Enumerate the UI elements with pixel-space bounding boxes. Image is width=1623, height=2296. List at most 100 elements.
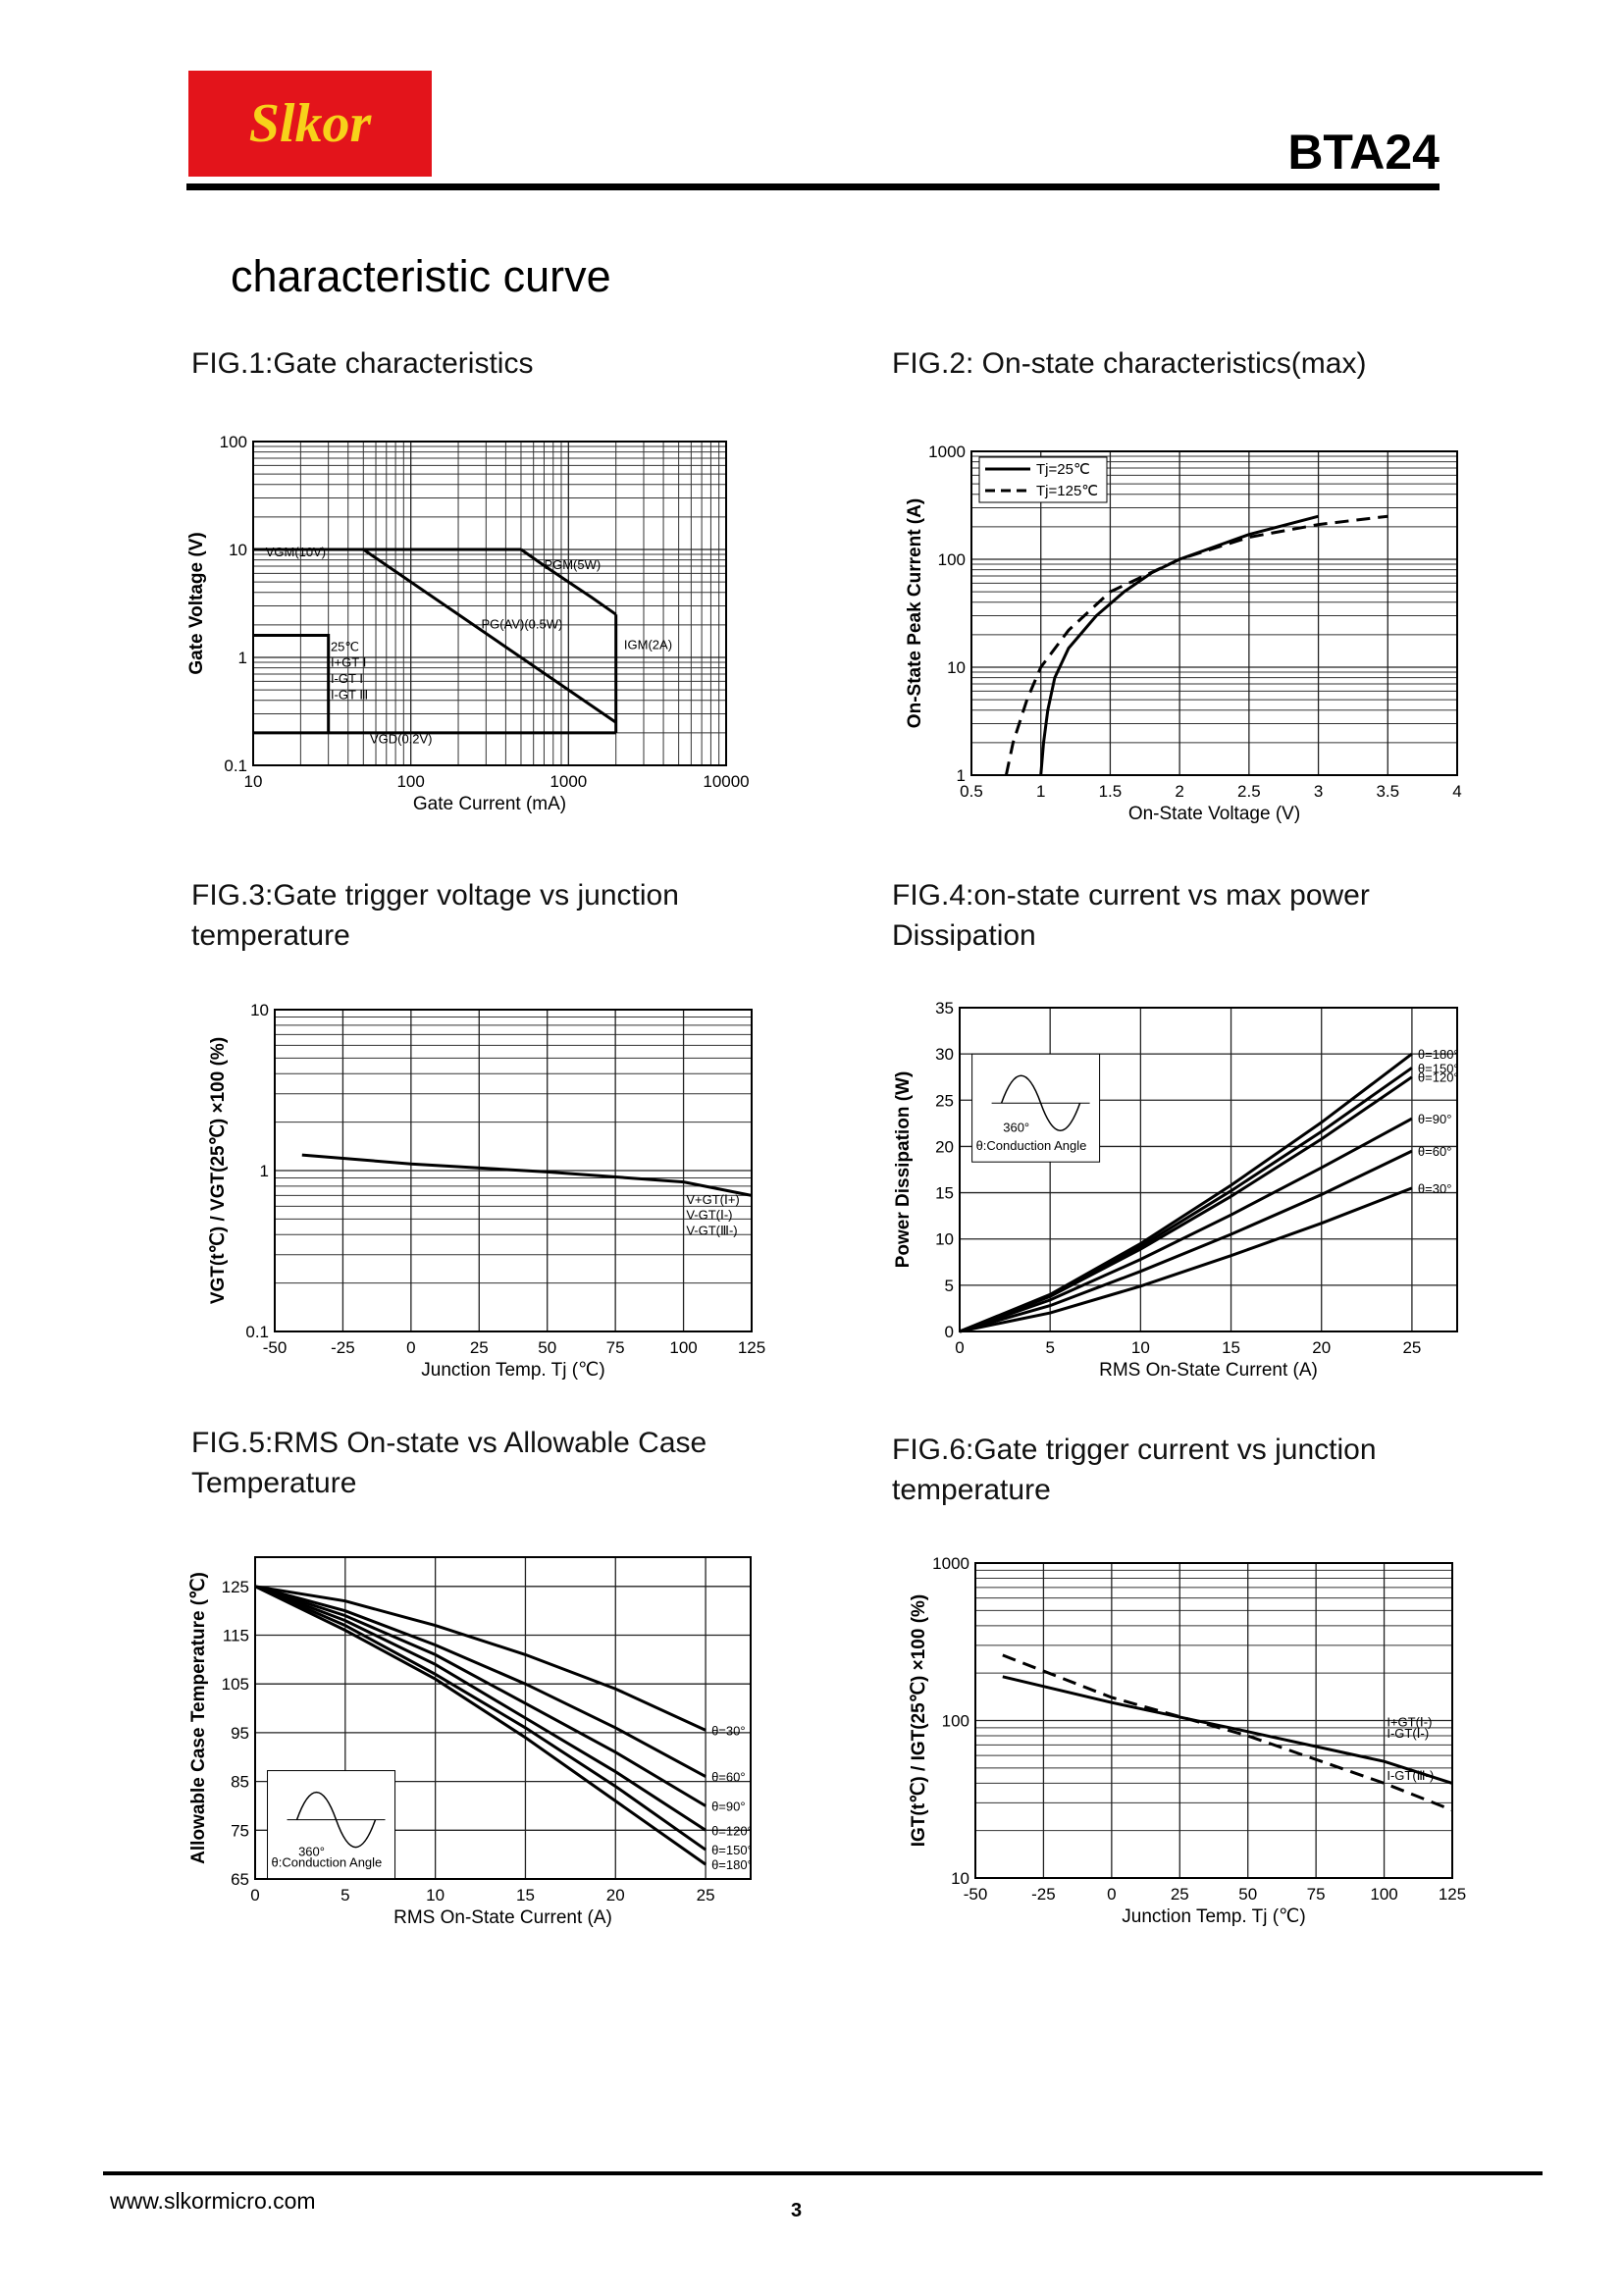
inset-wave	[295, 1791, 377, 1849]
x-tick-label: 5	[1045, 1338, 1054, 1357]
x-tick-label: -25	[1031, 1885, 1056, 1904]
curve	[254, 1585, 707, 1778]
curve-label: θ=30°	[1418, 1181, 1451, 1196]
logo-text: Slkor	[248, 93, 372, 154]
x-axis-label: On-State Voltage (V)	[1128, 804, 1300, 824]
x-tick-label: 100	[396, 772, 424, 791]
x-tick-label: -25	[331, 1338, 355, 1357]
y-tick-label: 10	[250, 1001, 269, 1019]
part-number: BTA24	[1287, 125, 1440, 180]
annotation: 360°	[298, 1845, 325, 1859]
curve-label: θ=90°	[711, 1799, 745, 1813]
y-tick-label: 0.1	[224, 757, 247, 775]
y-axis-label: IGT(t℃) / IGT(25℃) ×100 (%)	[909, 1594, 929, 1848]
x-tick-label: 25	[470, 1338, 489, 1357]
curve	[362, 548, 617, 724]
annotation: I+GT Ⅰ	[331, 654, 366, 669]
y-axis-label: VGT(t℃) / VGT(25℃) ×100 (%)	[208, 1037, 229, 1304]
x-tick-label: 25	[697, 1886, 715, 1905]
legend-label: Tj=125℃	[1036, 483, 1098, 499]
x-tick-label: 1000	[550, 772, 587, 791]
plot-frame	[254, 1556, 752, 1880]
annotation: θ:Conduction Angle	[976, 1138, 1087, 1153]
annotation: I-GT Ⅰ	[331, 671, 363, 686]
x-tick-label: 125	[1439, 1885, 1466, 1904]
chart: -50 -25 0 25 50 75 100 125 0.1 1 10 Junction Temp. …	[208, 1001, 765, 1381]
curve	[520, 548, 617, 616]
annotation: I-GT(Ⅲ-)	[1387, 1768, 1434, 1783]
x-tick-label: 125	[738, 1338, 765, 1357]
y-tick-label: 85	[231, 1773, 249, 1792]
x-axis-label: RMS On-State Current (A)	[1099, 1360, 1318, 1381]
chart: 0 5 10 15 20 25 0 5 10 15 20 25 30 35 RMS On-State Cur…	[893, 999, 1459, 1381]
chart: 10 100 1000 10000 0.1 1 10 100 Gate Current (mA)…	[186, 433, 750, 814]
x-tick-label: 10000	[703, 772, 749, 791]
y-axis-label: Gate Voltage (V)	[186, 532, 207, 674]
x-tick-label: 0.5	[960, 782, 983, 801]
y-tick-label: 100	[938, 550, 966, 569]
curve-label: θ=150°	[711, 1843, 753, 1857]
figure-caption: FIG.6:Gate trigger current vs junction t…	[892, 1434, 1377, 1506]
plot-frame	[970, 450, 1458, 776]
x-tick-label: 100	[1370, 1885, 1397, 1904]
y-tick-label: 10	[951, 1869, 969, 1888]
header-rule	[186, 183, 1440, 190]
x-tick-label: 20	[606, 1886, 625, 1905]
plot-frame	[274, 1009, 753, 1332]
annotation: I+GT(Ⅰ-)	[1387, 1714, 1432, 1729]
curve	[959, 1149, 1413, 1333]
y-tick-label: 1	[260, 1162, 269, 1180]
plot-frame	[959, 1007, 1458, 1332]
x-tick-label: 15	[1222, 1338, 1240, 1357]
y-tick-label: 65	[231, 1870, 249, 1889]
x-tick-label: 3.5	[1376, 782, 1399, 801]
x-tick-label: 0	[406, 1338, 415, 1357]
curve	[959, 1075, 1413, 1333]
annotation: VGM(10V)	[266, 545, 326, 559]
y-tick-label: 35	[935, 999, 954, 1018]
y-tick-label: 20	[935, 1137, 954, 1156]
y-tick-label: 15	[935, 1184, 954, 1203]
curve	[1002, 1653, 1453, 1812]
y-tick-label: 0	[945, 1323, 954, 1341]
annotation: IGM(2A)	[624, 637, 672, 652]
curve-label: θ=150°	[1418, 1061, 1459, 1075]
curve	[1039, 514, 1319, 776]
x-tick-label: 25	[1171, 1885, 1189, 1904]
curve	[254, 1585, 707, 1866]
curve-label: θ=30°	[711, 1723, 745, 1738]
curve	[253, 634, 331, 733]
y-tick-label: 100	[220, 433, 247, 451]
figure-caption: FIG.2: On-state characteristics(max)	[892, 347, 1367, 380]
y-axis-label: On-State Peak Current (A)	[905, 498, 925, 728]
y-tick-label: 10	[935, 1230, 954, 1249]
x-tick-label: 1.5	[1099, 782, 1123, 801]
plot-frame	[974, 1562, 1453, 1879]
x-tick-label: 4	[1452, 782, 1461, 801]
x-tick-label: 1	[1036, 782, 1045, 801]
curve-label: θ=180°	[1418, 1047, 1459, 1062]
annotation: PG(AV)(0.5W)	[482, 617, 563, 632]
x-tick-label: 2	[1175, 782, 1183, 801]
curve	[254, 1585, 707, 1852]
curve-label: θ=120°	[711, 1823, 753, 1838]
y-tick-label: 125	[222, 1578, 249, 1596]
x-axis-label: Junction Temp. Tj (℃)	[1122, 1906, 1305, 1927]
x-tick-label: 75	[606, 1338, 625, 1357]
y-tick-label: 10	[229, 541, 247, 559]
curve	[254, 1585, 707, 1732]
annotation: VGD(0.2V)	[370, 732, 433, 747]
annotation: I-GT(Ⅰ-)	[1387, 1726, 1429, 1741]
figure-caption: FIG.3:Gate trigger voltage vs junction t…	[191, 879, 679, 952]
figure-caption: FIG.1:Gate characteristics	[191, 347, 534, 380]
y-axis-label: Power Dissipation (W)	[893, 1071, 914, 1269]
y-tick-label: 75	[231, 1821, 249, 1840]
x-tick-label: 0	[250, 1886, 259, 1905]
figure-caption: FIG.5:RMS On-state vs Allowable Case Tem…	[191, 1427, 707, 1499]
x-tick-label: 3	[1314, 782, 1323, 801]
x-tick-label: 10	[1131, 1338, 1150, 1357]
x-tick-label: 50	[538, 1338, 556, 1357]
curve-label: θ=60°	[1418, 1144, 1451, 1159]
